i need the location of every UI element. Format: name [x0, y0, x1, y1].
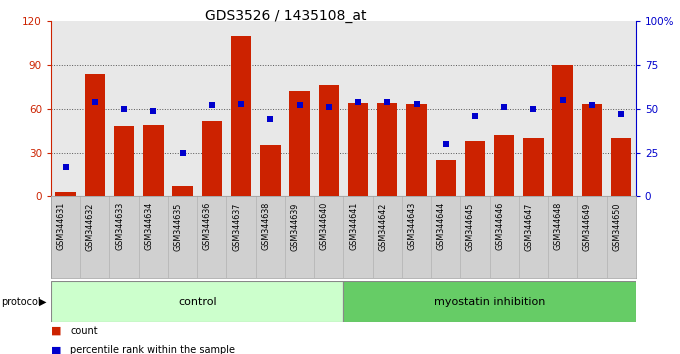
- Point: [236, 101, 247, 107]
- Text: percentile rank within the sample: percentile rank within the sample: [70, 345, 235, 354]
- Bar: [84, 74, 105, 196]
- Point: [586, 103, 598, 108]
- Text: GDS3526 / 1435108_at: GDS3526 / 1435108_at: [205, 9, 367, 23]
- Point: [441, 141, 452, 147]
- Point: [207, 103, 218, 108]
- Point: [90, 99, 101, 105]
- Text: GSM344648: GSM344648: [554, 202, 563, 250]
- Bar: [114, 126, 135, 196]
- Bar: [406, 104, 427, 196]
- Text: protocol: protocol: [1, 297, 41, 307]
- Bar: [343, 281, 636, 322]
- Bar: [201, 120, 222, 196]
- Point: [119, 106, 130, 112]
- Text: GSM344649: GSM344649: [583, 202, 592, 251]
- Point: [294, 103, 305, 108]
- Bar: [611, 138, 632, 196]
- Bar: [347, 103, 369, 196]
- Text: GSM344631: GSM344631: [56, 202, 65, 250]
- Text: GSM344635: GSM344635: [173, 202, 183, 251]
- Text: GSM344633: GSM344633: [115, 202, 124, 250]
- Bar: [464, 141, 486, 196]
- Text: ■: ■: [51, 345, 61, 354]
- Point: [353, 99, 364, 105]
- Text: myostatin inhibition: myostatin inhibition: [434, 297, 545, 307]
- Point: [265, 116, 276, 122]
- Point: [148, 108, 159, 113]
- Text: GSM344640: GSM344640: [320, 202, 329, 250]
- Bar: [494, 135, 515, 196]
- Bar: [289, 91, 310, 196]
- Point: [60, 164, 71, 170]
- Bar: [172, 186, 193, 196]
- Text: GSM344650: GSM344650: [612, 202, 622, 251]
- Bar: [523, 138, 544, 196]
- Bar: [318, 85, 339, 196]
- Bar: [260, 145, 281, 196]
- Text: GSM344642: GSM344642: [378, 202, 388, 251]
- Text: GSM344647: GSM344647: [524, 202, 534, 251]
- Text: GSM344637: GSM344637: [232, 202, 241, 251]
- Text: GSM344636: GSM344636: [203, 202, 212, 250]
- Text: ▶: ▶: [39, 297, 47, 307]
- Text: ■: ■: [51, 326, 61, 336]
- Bar: [231, 36, 252, 196]
- Text: GSM344646: GSM344646: [495, 202, 505, 250]
- Text: GSM344639: GSM344639: [290, 202, 300, 251]
- Point: [382, 99, 393, 105]
- Bar: [55, 192, 76, 196]
- Point: [411, 101, 422, 107]
- Text: GSM344645: GSM344645: [466, 202, 475, 251]
- Bar: [552, 65, 573, 196]
- Point: [177, 150, 188, 155]
- Point: [470, 113, 481, 119]
- Text: count: count: [70, 326, 98, 336]
- Bar: [51, 281, 343, 322]
- Bar: [143, 125, 164, 196]
- Point: [558, 97, 568, 103]
- Point: [616, 111, 627, 117]
- Text: GSM344641: GSM344641: [349, 202, 358, 250]
- Bar: [581, 104, 602, 196]
- Text: GSM344643: GSM344643: [407, 202, 416, 250]
- Point: [528, 106, 539, 112]
- Bar: [435, 160, 456, 196]
- Text: GSM344638: GSM344638: [261, 202, 271, 250]
- Text: GSM344634: GSM344634: [144, 202, 154, 250]
- Text: control: control: [178, 297, 216, 307]
- Point: [499, 104, 510, 110]
- Text: GSM344644: GSM344644: [437, 202, 446, 250]
- Text: GSM344632: GSM344632: [86, 202, 95, 251]
- Bar: [377, 103, 398, 196]
- Point: [324, 104, 335, 110]
